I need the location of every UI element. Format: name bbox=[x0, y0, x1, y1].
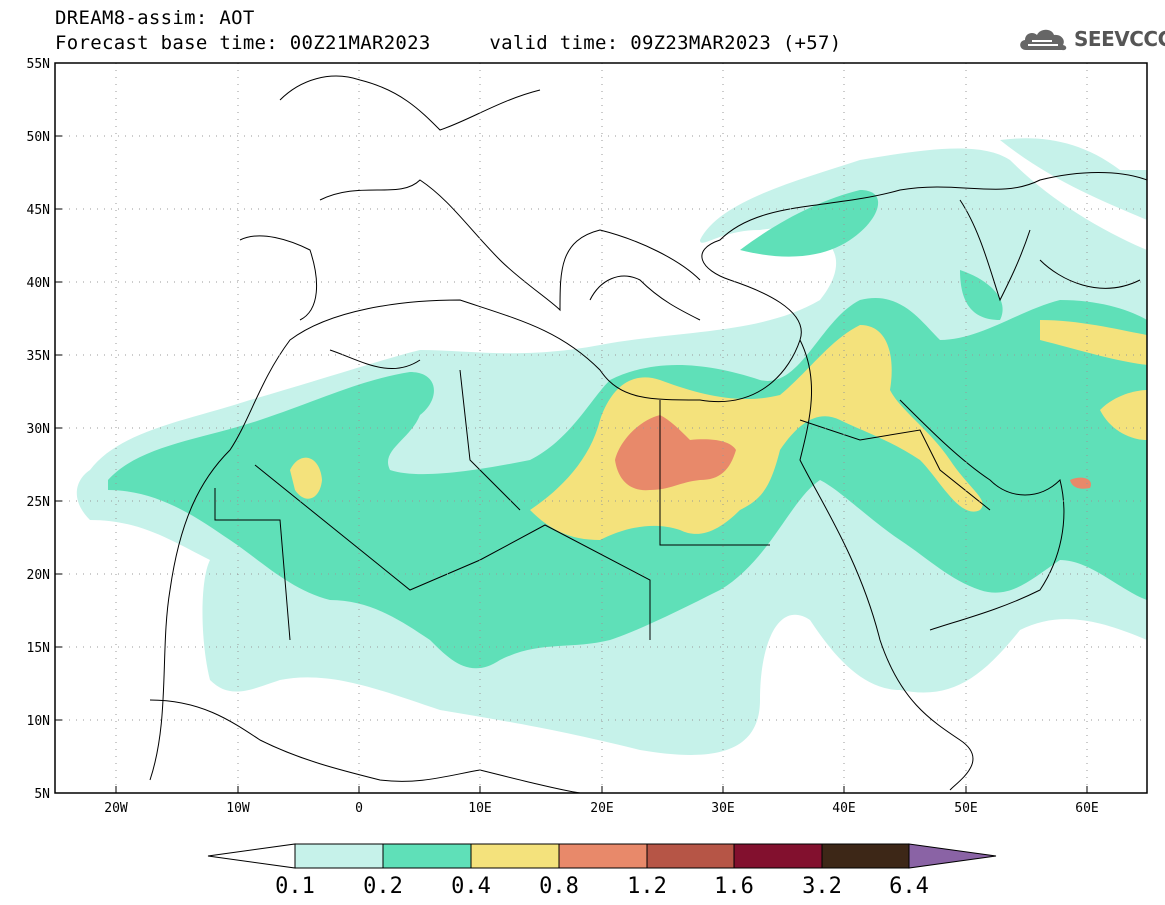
colorbar-label: 1.6 bbox=[714, 874, 754, 899]
aot-level-0.8 bbox=[615, 415, 1091, 491]
lat-label: 35N bbox=[27, 349, 50, 364]
logo-text: SEEVCCC bbox=[1074, 27, 1165, 51]
lon-label: 60E bbox=[1075, 801, 1098, 816]
map-title: DREAM8-assim: AOT bbox=[55, 7, 255, 29]
lat-label: 50N bbox=[27, 130, 50, 145]
colorbar-label: 6.4 bbox=[889, 874, 929, 899]
lat-label: 25N bbox=[27, 495, 50, 510]
colorbar-swatch bbox=[294, 843, 384, 869]
colorbar-swatch bbox=[646, 843, 735, 869]
seevccc-logo: SEEVCCC bbox=[1016, 24, 1165, 54]
lat-label: 30N bbox=[27, 422, 50, 437]
lat-label: 15N bbox=[27, 641, 50, 656]
lat-label: 20N bbox=[27, 568, 50, 583]
colorbar-swatch bbox=[470, 843, 560, 869]
lat-label: 10N bbox=[27, 714, 50, 729]
cloud-icon bbox=[1020, 29, 1067, 51]
lat-label: 5N bbox=[34, 787, 50, 802]
lon-label: 20W bbox=[104, 801, 128, 816]
lon-label: 0 bbox=[355, 801, 363, 816]
colorbar-low-triangle bbox=[207, 843, 296, 869]
lon-label: 30E bbox=[711, 801, 734, 816]
colorbar-label: 0.1 bbox=[275, 874, 315, 899]
colorbar-labels: 0.1 0.2 0.4 0.8 1.2 1.6 3.2 6.4 bbox=[275, 874, 929, 899]
lat-label: 40N bbox=[27, 276, 50, 291]
longitude-labels: 20W 10W 0 10E 20E 30E 40E 50E 60E bbox=[104, 801, 1098, 816]
colorbar-high-triangle bbox=[908, 843, 997, 869]
colorbar-label: 0.4 bbox=[451, 874, 491, 899]
graticule bbox=[55, 63, 1147, 793]
lon-label: 20E bbox=[590, 801, 613, 816]
colorbar-label: 1.2 bbox=[627, 874, 667, 899]
lat-label: 55N bbox=[27, 57, 50, 72]
colorbar-label: 0.2 bbox=[363, 874, 403, 899]
lon-label: 40E bbox=[832, 801, 855, 816]
lon-label: 50E bbox=[954, 801, 977, 816]
colorbar bbox=[207, 843, 997, 869]
colorbar-label: 0.8 bbox=[539, 874, 579, 899]
colorbar-swatch bbox=[382, 843, 472, 869]
axis-ticks bbox=[55, 135, 1088, 793]
lon-label: 10E bbox=[468, 801, 491, 816]
lon-label: 10W bbox=[226, 801, 250, 816]
latitude-labels: 55N 50N 45N 40N 35N 30N 25N 20N 15N 10N … bbox=[27, 57, 50, 802]
coastlines bbox=[149, 75, 1147, 793]
colorbar-label: 3.2 bbox=[802, 874, 842, 899]
lat-label: 45N bbox=[27, 203, 50, 218]
colorbar-swatch bbox=[558, 843, 648, 869]
colorbar-swatch bbox=[733, 843, 823, 869]
forecast-time-line: Forecast base time: 00Z21MAR2023 valid t… bbox=[55, 32, 842, 54]
colorbar-swatch bbox=[821, 843, 910, 869]
